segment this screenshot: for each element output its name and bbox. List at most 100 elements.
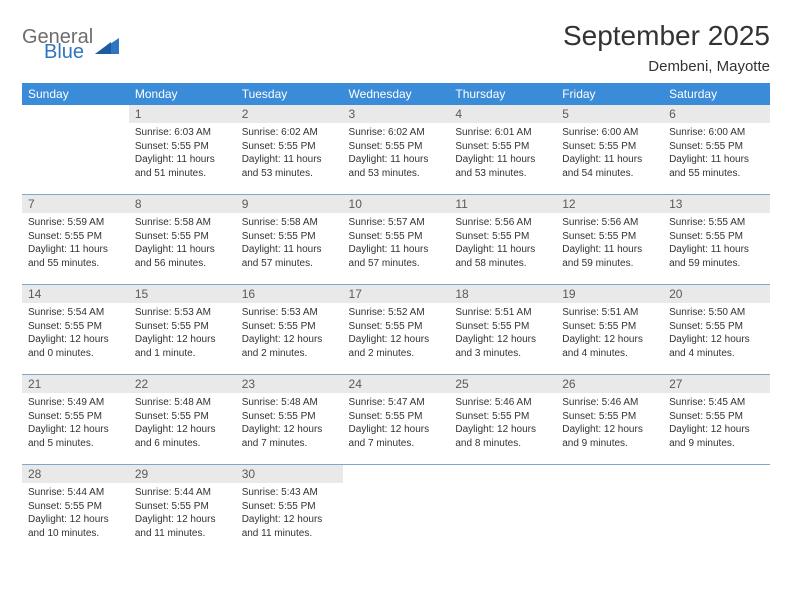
day-cell-number: 22: [129, 375, 236, 393]
brand-text: General Blue: [22, 28, 93, 62]
day-details: Sunrise: 5:52 AMSunset: 5:55 PMDaylight:…: [343, 303, 450, 374]
day-cell-number: 21: [22, 375, 129, 393]
day-details: Sunrise: 5:46 AMSunset: 5:55 PMDaylight:…: [556, 393, 663, 464]
sunrise-text: Sunrise: 5:53 AM: [135, 306, 230, 320]
sunset-text: Sunset: 5:55 PM: [135, 230, 230, 244]
day-number: 25: [449, 375, 556, 393]
sunset-text: Sunset: 5:55 PM: [135, 410, 230, 424]
day-cell-number: 29: [129, 465, 236, 483]
day-cell-number: 27: [663, 375, 770, 393]
day-details: Sunrise: 5:44 AMSunset: 5:55 PMDaylight:…: [129, 483, 236, 554]
day-details: Sunrise: 5:48 AMSunset: 5:55 PMDaylight:…: [129, 393, 236, 464]
sunrise-text: Sunrise: 5:44 AM: [28, 486, 123, 500]
day-cell-body: Sunrise: 5:51 AMSunset: 5:55 PMDaylight:…: [556, 303, 663, 375]
day-number: 19: [556, 285, 663, 303]
title-block: September 2025 Dembeni, Mayotte: [563, 20, 770, 75]
day-cell-number: [663, 465, 770, 483]
sunrise-text: Sunrise: 5:46 AM: [455, 396, 550, 410]
calendar-daybody-row: Sunrise: 5:54 AMSunset: 5:55 PMDaylight:…: [22, 303, 770, 375]
sunrise-text: Sunrise: 5:55 AM: [669, 216, 764, 230]
sunrise-text: Sunrise: 6:02 AM: [349, 126, 444, 140]
sunrise-text: Sunrise: 6:00 AM: [562, 126, 657, 140]
sunrise-text: Sunrise: 5:59 AM: [28, 216, 123, 230]
calendar-page: General Blue September 2025 Dembeni, May…: [0, 0, 792, 612]
day-details: Sunrise: 5:53 AMSunset: 5:55 PMDaylight:…: [129, 303, 236, 374]
sunrise-text: Sunrise: 5:57 AM: [349, 216, 444, 230]
daylight-text: Daylight: 11 hours and 53 minutes.: [455, 153, 550, 180]
sunset-text: Sunset: 5:55 PM: [562, 140, 657, 154]
day-cell-body: Sunrise: 5:48 AMSunset: 5:55 PMDaylight:…: [129, 393, 236, 465]
day-cell-number: 1: [129, 105, 236, 123]
daylight-text: Daylight: 12 hours and 4 minutes.: [562, 333, 657, 360]
daylight-text: Daylight: 11 hours and 51 minutes.: [135, 153, 230, 180]
daylight-text: Daylight: 12 hours and 0 minutes.: [28, 333, 123, 360]
sunset-text: Sunset: 5:55 PM: [455, 410, 550, 424]
day-cell-body: Sunrise: 5:44 AMSunset: 5:55 PMDaylight:…: [22, 483, 129, 554]
location-label: Dembeni, Mayotte: [563, 58, 770, 75]
sunset-text: Sunset: 5:55 PM: [28, 410, 123, 424]
day-cell-number: 10: [343, 195, 450, 213]
day-cell-number: 18: [449, 285, 556, 303]
sunrise-text: Sunrise: 5:52 AM: [349, 306, 444, 320]
sunset-text: Sunset: 5:55 PM: [669, 410, 764, 424]
day-details: Sunrise: 6:03 AMSunset: 5:55 PMDaylight:…: [129, 123, 236, 194]
day-details: Sunrise: 5:49 AMSunset: 5:55 PMDaylight:…: [22, 393, 129, 464]
day-cell-number: [556, 465, 663, 483]
day-number: 20: [663, 285, 770, 303]
sunrise-text: Sunrise: 6:02 AM: [242, 126, 337, 140]
day-number: 24: [343, 375, 450, 393]
day-cell-body: Sunrise: 5:58 AMSunset: 5:55 PMDaylight:…: [236, 213, 343, 285]
day-cell-body: [449, 483, 556, 554]
daylight-text: Daylight: 12 hours and 1 minute.: [135, 333, 230, 360]
calendar-daybody-row: Sunrise: 6:03 AMSunset: 5:55 PMDaylight:…: [22, 123, 770, 195]
day-number: 11: [449, 195, 556, 213]
day-cell-body: Sunrise: 5:54 AMSunset: 5:55 PMDaylight:…: [22, 303, 129, 375]
sunset-text: Sunset: 5:55 PM: [669, 230, 764, 244]
sunset-text: Sunset: 5:55 PM: [242, 230, 337, 244]
day-number: 26: [556, 375, 663, 393]
sunrise-text: Sunrise: 5:44 AM: [135, 486, 230, 500]
day-cell-body: Sunrise: 5:58 AMSunset: 5:55 PMDaylight:…: [129, 213, 236, 285]
daylight-text: Daylight: 12 hours and 2 minutes.: [242, 333, 337, 360]
day-cell-number: 15: [129, 285, 236, 303]
daylight-text: Daylight: 11 hours and 58 minutes.: [455, 243, 550, 270]
day-number: 13: [663, 195, 770, 213]
day-details: Sunrise: 5:56 AMSunset: 5:55 PMDaylight:…: [556, 213, 663, 284]
sunset-text: Sunset: 5:55 PM: [242, 500, 337, 514]
day-cell-body: Sunrise: 6:02 AMSunset: 5:55 PMDaylight:…: [343, 123, 450, 195]
day-number: 5: [556, 105, 663, 123]
day-number: 16: [236, 285, 343, 303]
weekday-header: Saturday: [663, 83, 770, 105]
day-cell-number: [449, 465, 556, 483]
day-details: Sunrise: 6:00 AMSunset: 5:55 PMDaylight:…: [663, 123, 770, 194]
weekday-header: Tuesday: [236, 83, 343, 105]
day-details: Sunrise: 5:59 AMSunset: 5:55 PMDaylight:…: [22, 213, 129, 284]
day-cell-number: 20: [663, 285, 770, 303]
month-title: September 2025: [563, 20, 770, 52]
daylight-text: Daylight: 12 hours and 8 minutes.: [455, 423, 550, 450]
daylight-text: Daylight: 12 hours and 6 minutes.: [135, 423, 230, 450]
day-cell-body: Sunrise: 5:56 AMSunset: 5:55 PMDaylight:…: [556, 213, 663, 285]
sunrise-text: Sunrise: 5:53 AM: [242, 306, 337, 320]
sunset-text: Sunset: 5:55 PM: [669, 140, 764, 154]
day-number: 6: [663, 105, 770, 123]
daylight-text: Daylight: 11 hours and 56 minutes.: [135, 243, 230, 270]
day-number: 28: [22, 465, 129, 483]
day-cell-body: Sunrise: 6:02 AMSunset: 5:55 PMDaylight:…: [236, 123, 343, 195]
daylight-text: Daylight: 12 hours and 11 minutes.: [135, 513, 230, 540]
day-details: Sunrise: 5:47 AMSunset: 5:55 PMDaylight:…: [343, 393, 450, 464]
day-details: Sunrise: 6:00 AMSunset: 5:55 PMDaylight:…: [556, 123, 663, 194]
sunrise-text: Sunrise: 5:48 AM: [135, 396, 230, 410]
sunrise-text: Sunrise: 5:49 AM: [28, 396, 123, 410]
weekday-header: Sunday: [22, 83, 129, 105]
day-cell-body: [343, 483, 450, 554]
day-cell-number: 19: [556, 285, 663, 303]
weekday-header: Thursday: [449, 83, 556, 105]
day-cell-number: 30: [236, 465, 343, 483]
day-details: Sunrise: 5:56 AMSunset: 5:55 PMDaylight:…: [449, 213, 556, 284]
sunset-text: Sunset: 5:55 PM: [242, 320, 337, 334]
day-cell-number: 2: [236, 105, 343, 123]
sunrise-text: Sunrise: 5:50 AM: [669, 306, 764, 320]
day-cell-number: 24: [343, 375, 450, 393]
sunrise-text: Sunrise: 5:51 AM: [455, 306, 550, 320]
